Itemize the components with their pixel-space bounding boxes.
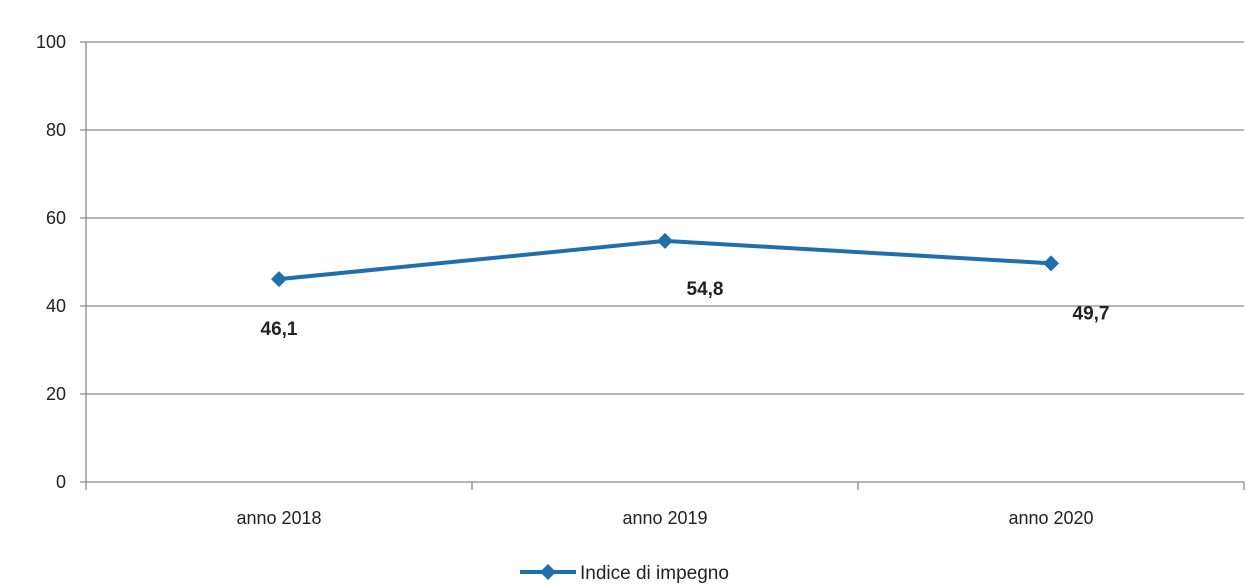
legend-diamond-marker bbox=[540, 564, 556, 580]
x-tick-label: anno 2018 bbox=[236, 508, 321, 528]
series-group bbox=[271, 232, 1059, 288]
data-point-marker bbox=[271, 271, 287, 288]
axes bbox=[80, 42, 1245, 490]
legend-label: Indice di impegno bbox=[580, 563, 729, 584]
x-axis-tick-labels: anno 2018 anno 2019 anno 2020 bbox=[236, 508, 1093, 528]
x-tick-label: anno 2019 bbox=[622, 508, 707, 528]
y-tick-label: 60 bbox=[46, 208, 66, 228]
data-label: 49,7 bbox=[1073, 303, 1110, 324]
gridlines bbox=[80, 41, 1244, 395]
data-labels: 46,1 54,8 49,7 bbox=[261, 279, 1110, 340]
y-tick-label: 100 bbox=[36, 32, 66, 52]
y-tick-label: 0 bbox=[56, 472, 66, 492]
legend: Indice di impegno bbox=[520, 563, 729, 584]
data-point-marker bbox=[657, 232, 673, 249]
y-tick-label: 20 bbox=[46, 384, 66, 404]
y-axis-tick-labels: 0 20 40 60 80 100 bbox=[36, 32, 66, 492]
data-label: 46,1 bbox=[261, 319, 298, 340]
x-tick-label: anno 2020 bbox=[1008, 508, 1093, 528]
data-label: 54,8 bbox=[687, 279, 724, 300]
y-tick-label: 80 bbox=[46, 120, 66, 140]
y-tick-label: 40 bbox=[46, 296, 66, 316]
data-point-marker bbox=[1043, 255, 1059, 272]
